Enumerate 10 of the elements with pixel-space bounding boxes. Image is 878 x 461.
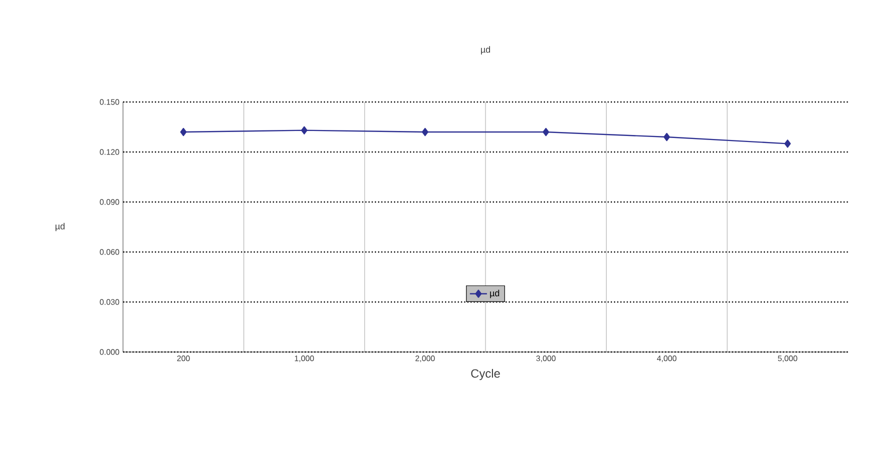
x-axis-title: Cycle	[471, 368, 500, 380]
point	[542, 128, 550, 136]
legend-label: µd	[490, 290, 500, 298]
point	[422, 128, 428, 136]
point	[784, 140, 791, 148]
point	[664, 132, 670, 142]
point	[180, 128, 187, 136]
y-axis-title: µd	[56, 222, 65, 232]
point	[301, 126, 308, 134]
chart-title: µd	[481, 46, 490, 54]
